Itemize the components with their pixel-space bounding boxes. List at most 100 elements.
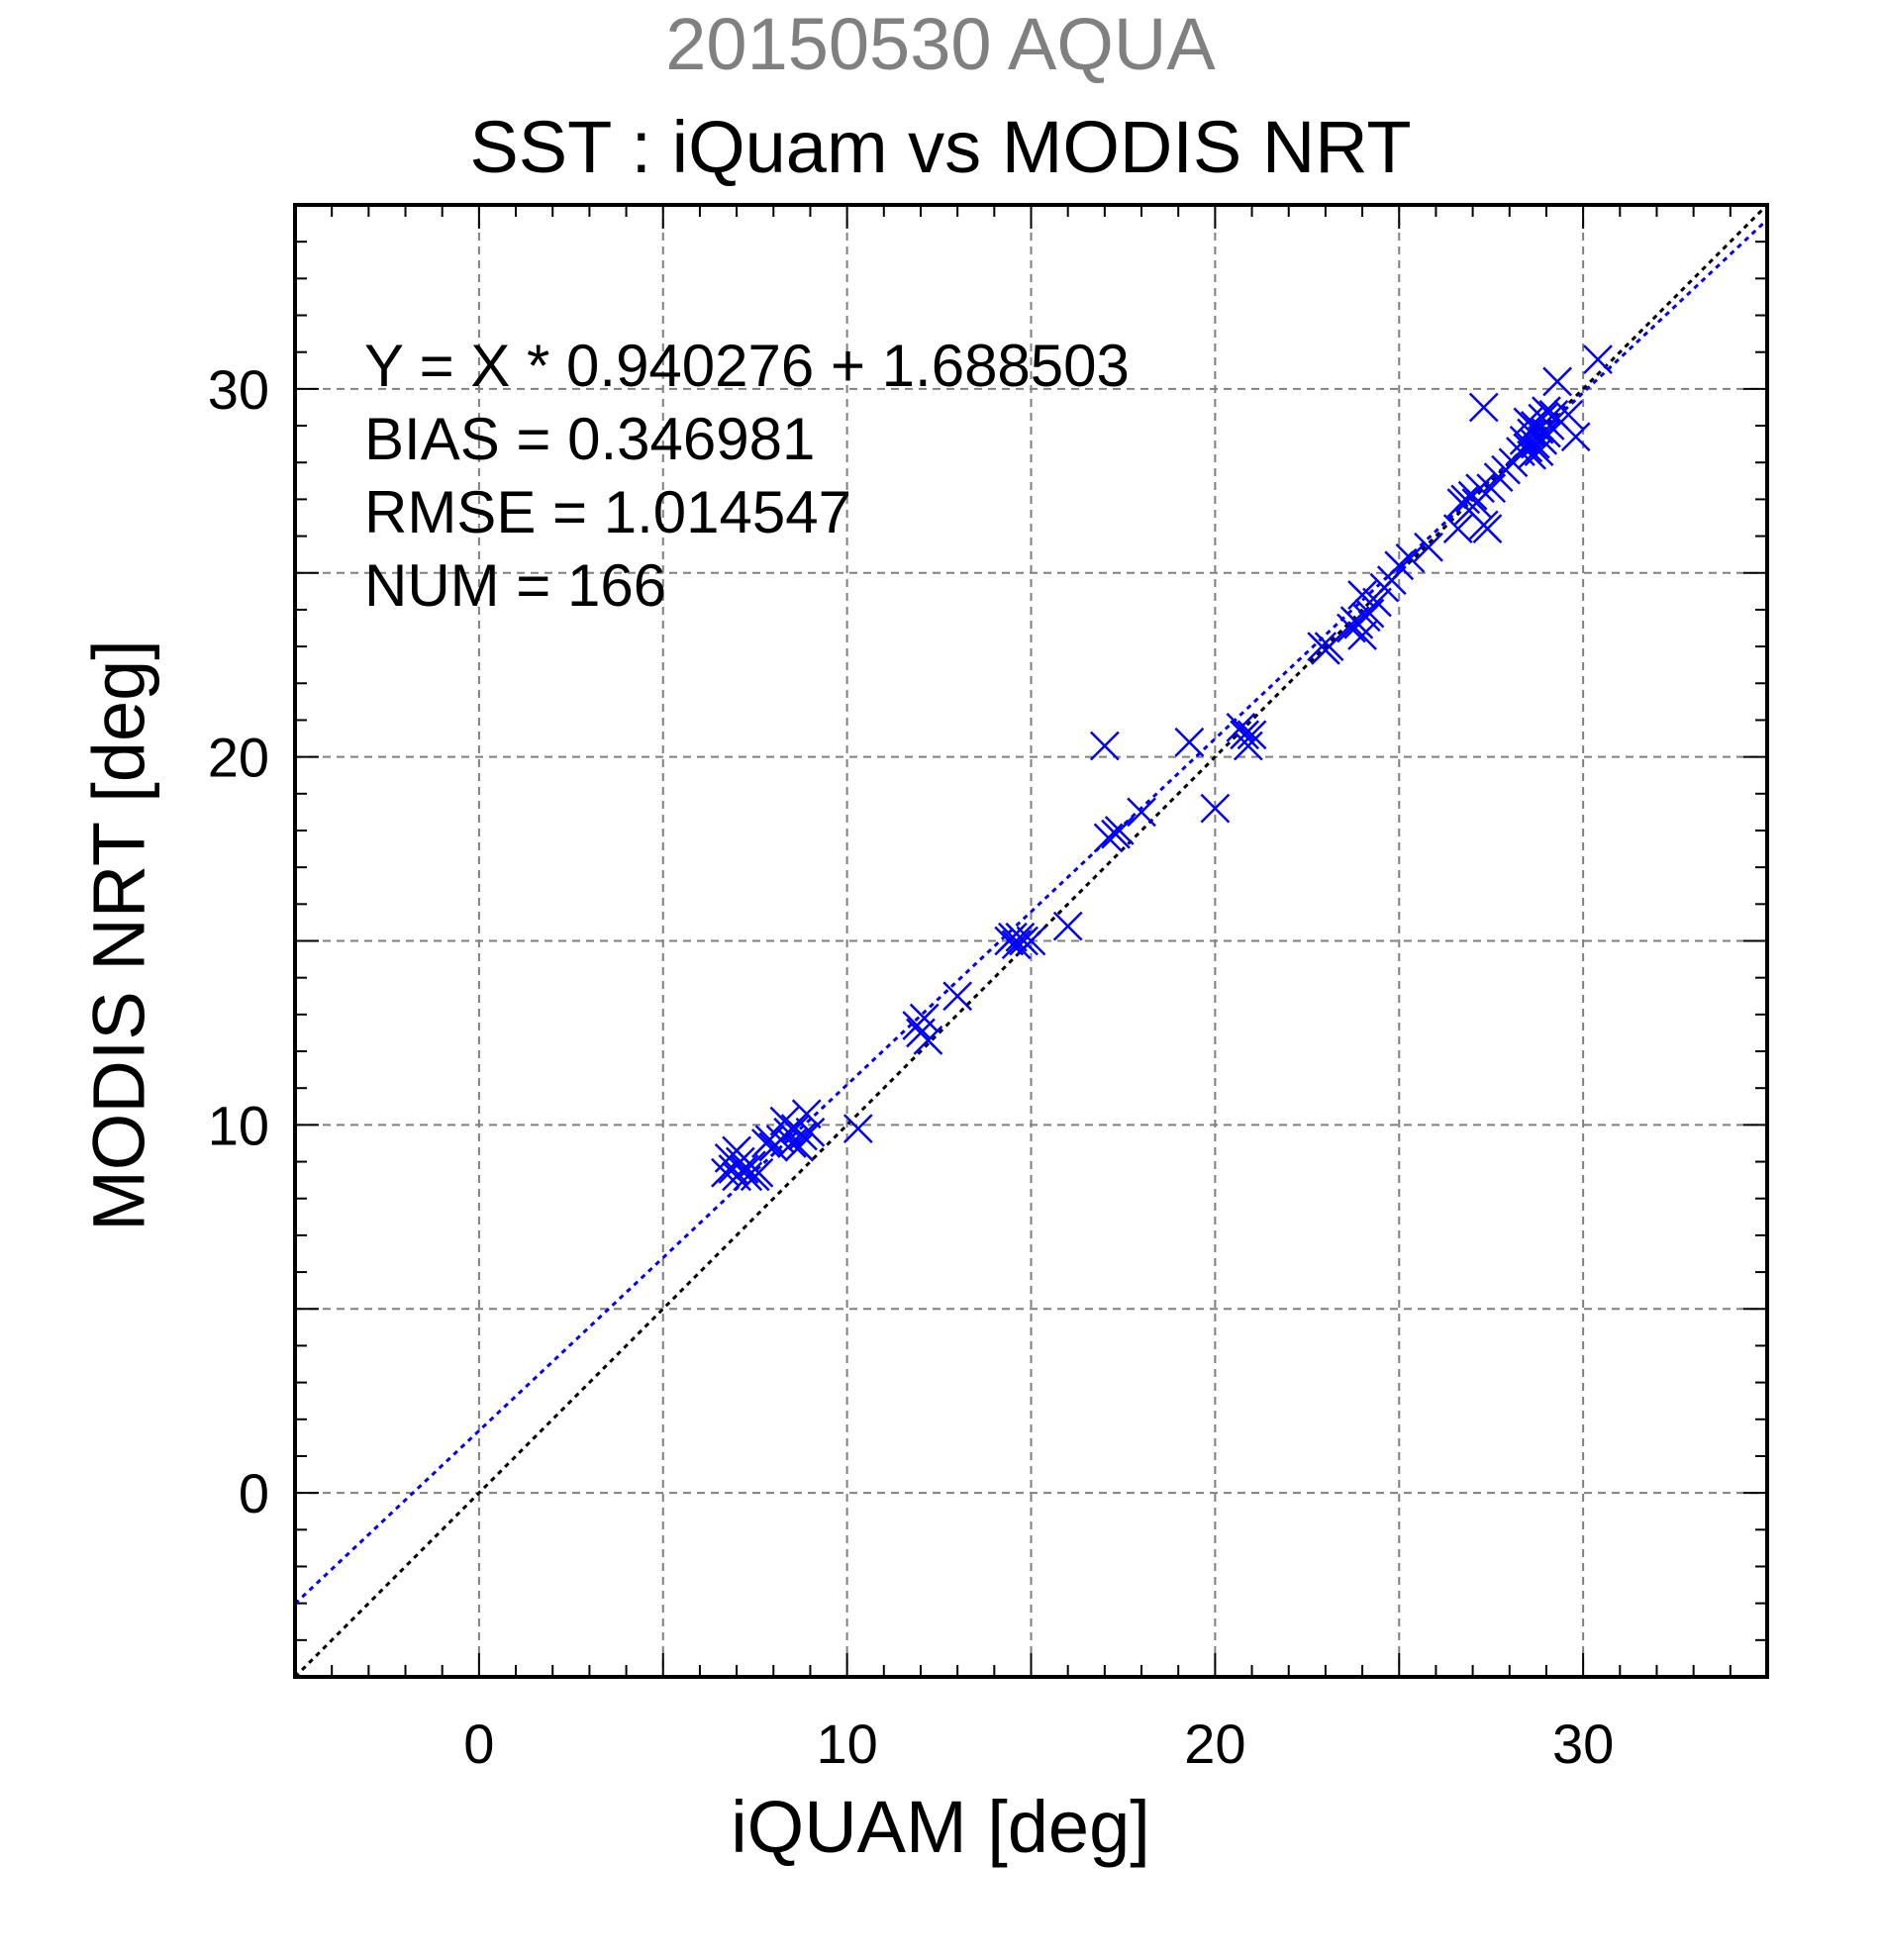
data-point: [1362, 587, 1392, 618]
data-points: [711, 344, 1613, 1192]
data-point-stroke: [1230, 720, 1259, 750]
data-point: [795, 1117, 826, 1147]
data-point-stroke: [1553, 400, 1584, 430]
plot-frame: [293, 203, 1769, 1679]
y-tick-label: 20: [208, 727, 269, 789]
data-point-stroke: [769, 1106, 800, 1136]
data-point-stroke: [1237, 720, 1267, 750]
data-point-stroke: [913, 1025, 943, 1055]
data-point: [998, 922, 1028, 952]
data-point-stroke: [729, 1154, 759, 1184]
data-point-stroke: [795, 1117, 826, 1147]
data-point: [1414, 532, 1443, 562]
stats-box: Y = X * 0.940276 + 1.688503 BIAS = 0.346…: [364, 330, 1130, 623]
data-point-stroke: [1538, 400, 1569, 430]
data-point-stroke: [842, 1114, 873, 1143]
data-point-stroke: [1127, 797, 1156, 828]
data-point-stroke: [1534, 411, 1565, 441]
num-value: NUM = 166: [364, 552, 667, 619]
bias-value: BIAS = 0.346981: [364, 406, 816, 472]
data-point-stroke: [722, 1135, 751, 1166]
y-tick-label: 10: [208, 1094, 269, 1156]
data-point-stroke: [1052, 911, 1083, 941]
data-point-stroke: [1442, 514, 1473, 544]
chart-subtitle: 20150530 AQUA: [665, 3, 1216, 85]
data-point: [942, 981, 973, 1012]
x-tick-label: 20: [1184, 1713, 1245, 1775]
data-point: [1016, 926, 1046, 956]
data-point: [1442, 514, 1473, 544]
chart-title: SST : iQuam vs MODIS NRT: [469, 106, 1412, 188]
data-point-stroke: [1517, 440, 1546, 470]
data-point-stroke: [1200, 793, 1231, 824]
data-point-stroke: [1314, 632, 1344, 661]
data-point: [1104, 816, 1135, 845]
y-tick-label: 30: [208, 358, 269, 421]
data-point-stroke: [1226, 713, 1256, 742]
data-point-stroke: [1528, 426, 1558, 455]
data-point-stroke: [1395, 542, 1426, 573]
data-point: [1174, 727, 1205, 757]
data-point: [842, 1114, 873, 1143]
data-point: [1465, 473, 1495, 504]
data-point: [1528, 426, 1558, 455]
x-tick-label: 10: [816, 1713, 877, 1775]
data-point-stroke: [1450, 484, 1481, 515]
data-point: [1524, 437, 1554, 466]
data-point: [1560, 422, 1591, 452]
data-point: [1532, 418, 1561, 448]
data-point-stroke: [1104, 816, 1135, 845]
data-point-stroke: [1517, 418, 1546, 448]
data-point-stroke: [1174, 727, 1205, 757]
data-point: [1542, 366, 1572, 397]
y-tick-label: 0: [239, 1462, 269, 1524]
data-point-stroke: [1336, 613, 1366, 643]
data-point: [1553, 400, 1584, 430]
rmse-value: RMSE = 1.014547: [364, 479, 851, 545]
data-point: [1089, 731, 1120, 761]
data-point: [1237, 720, 1267, 750]
tick-labels: 0 10 20 30 0 10 20 30: [208, 358, 1615, 1775]
data-point: [1472, 514, 1503, 544]
data-point: [1200, 793, 1231, 824]
data-point: [1230, 720, 1259, 750]
data-point-stroke: [942, 981, 973, 1012]
data-point: [1052, 911, 1083, 941]
data-point-stroke: [1532, 418, 1561, 448]
data-point: [1233, 731, 1263, 761]
data-point: [1534, 411, 1565, 441]
data-point-stroke: [788, 1121, 818, 1151]
data-point-stroke: [733, 1161, 763, 1192]
data-point-stroke: [1542, 366, 1572, 397]
data-point: [1127, 797, 1156, 828]
data-point-stroke: [725, 1146, 755, 1177]
data-point-stroke: [1376, 565, 1407, 596]
x-axis-label: iQUAM [deg]: [731, 1786, 1150, 1868]
data-point: [1450, 484, 1481, 515]
data-point: [791, 1099, 822, 1129]
data-point: [1468, 392, 1499, 423]
y-axis-label: MODIS NRT [deg]: [77, 639, 160, 1231]
data-point-stroke: [1016, 926, 1046, 956]
data-point-stroke: [1362, 587, 1392, 618]
data-point-stroke: [1233, 731, 1263, 761]
data-point-stroke: [1414, 532, 1443, 562]
data-point: [1009, 926, 1039, 956]
data-point: [1376, 565, 1407, 596]
data-point-stroke: [1524, 437, 1554, 466]
data-point: [784, 1131, 815, 1162]
data-point-stroke: [1347, 621, 1377, 650]
fit-equation: Y = X * 0.940276 + 1.688503: [364, 333, 1130, 399]
data-point-stroke: [1089, 731, 1120, 761]
data-point-stroke: [743, 1157, 774, 1188]
data-point: [1583, 344, 1613, 375]
x-tick-label: 0: [463, 1713, 494, 1775]
data-point-stroke: [791, 1099, 822, 1129]
data-point: [1395, 542, 1426, 573]
data-point: [913, 1025, 943, 1055]
data-point-stroke: [1468, 392, 1499, 423]
data-point-stroke: [1465, 473, 1495, 504]
data-point: [1517, 440, 1546, 470]
data-point-stroke: [1560, 422, 1591, 452]
